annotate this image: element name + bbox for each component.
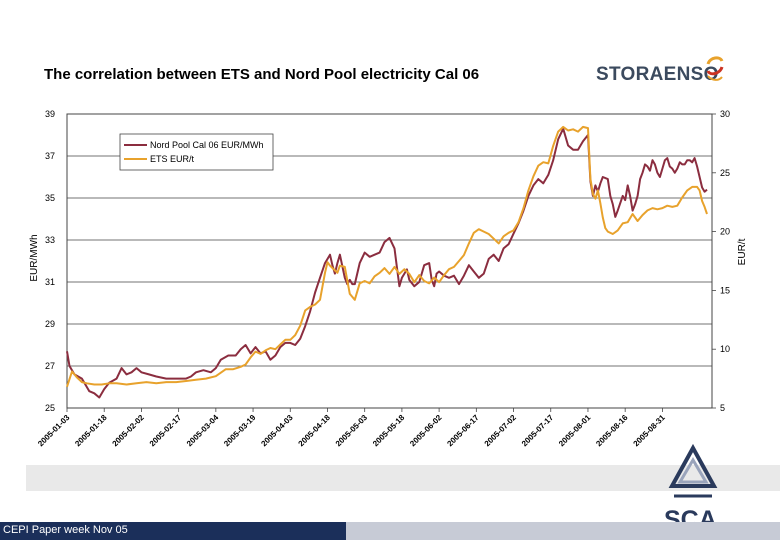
right-tick-label-20: 20 bbox=[720, 227, 730, 237]
x-tick-label-2005-03-04: 2005-03-04 bbox=[185, 413, 221, 449]
right-tick-label-30: 30 bbox=[720, 109, 730, 119]
gray-band bbox=[26, 465, 780, 491]
x-tick-label-2005-02-02: 2005-02-02 bbox=[111, 413, 147, 449]
right-tick-label-15: 15 bbox=[720, 285, 730, 295]
series-line-ets bbox=[66, 125, 708, 388]
left-tick-label-27: 27 bbox=[45, 361, 55, 371]
x-tick-label-2005-06-02: 2005-06-02 bbox=[408, 413, 444, 449]
right-tick-label-25: 25 bbox=[720, 168, 730, 178]
right-axis-label: EUR/t bbox=[737, 238, 748, 265]
x-tick-label-2005-04-18: 2005-04-18 bbox=[297, 413, 333, 449]
left-tick-label-31: 31 bbox=[45, 277, 55, 287]
legend: Nord Pool Cal 06 EUR/MWh ETS EUR/t bbox=[119, 133, 274, 171]
left-axis-ticks: 25 27 29 31 33 35 37 39 bbox=[45, 109, 55, 413]
x-tick-label-2005-06-17: 2005-06-17 bbox=[445, 413, 481, 449]
x-tick-label-2005-02-17: 2005-02-17 bbox=[148, 413, 184, 449]
footer-bar: CEPI Paper week Nov 05 bbox=[0, 522, 346, 540]
x-tick-label-2005-08-01: 2005-08-01 bbox=[557, 413, 593, 449]
x-tick-label-2005-03-19: 2005-03-19 bbox=[222, 413, 258, 449]
left-tick-label-33: 33 bbox=[45, 235, 55, 245]
left-tick-label-39: 39 bbox=[45, 109, 55, 119]
left-tick-label-29: 29 bbox=[45, 319, 55, 329]
x-tick-label-2005-05-03: 2005-05-03 bbox=[334, 413, 370, 449]
left-axis-label: EUR/MWh bbox=[29, 234, 40, 281]
footer-text: CEPI Paper week Nov 05 bbox=[3, 524, 128, 536]
left-tick-label-35: 35 bbox=[45, 193, 55, 203]
x-tick-label-2005-07-02: 2005-07-02 bbox=[483, 413, 519, 449]
right-axis-ticks: 5 10 15 20 25 30 bbox=[712, 109, 730, 413]
x-tick-label-2005-01-18: 2005-01-18 bbox=[73, 413, 109, 449]
right-tick-label-5: 5 bbox=[720, 403, 725, 413]
x-tick-label-2005-08-16: 2005-08-16 bbox=[594, 413, 630, 449]
left-tick-label-37: 37 bbox=[45, 151, 55, 161]
x-tick-label-2005-07-17: 2005-07-17 bbox=[520, 413, 556, 449]
x-tick-label-2005-04-03: 2005-04-03 bbox=[259, 413, 295, 449]
slide-title: The correlation between ETS and Nord Poo… bbox=[44, 66, 480, 83]
storaenso-logo: STORAENSO bbox=[596, 54, 726, 88]
storaenso-wordmark: STORAENSO bbox=[596, 64, 719, 85]
right-tick-label-10: 10 bbox=[720, 344, 730, 354]
left-tick-label-25: 25 bbox=[45, 403, 55, 413]
x-tick-label-2005-05-18: 2005-05-18 bbox=[371, 413, 407, 449]
x-axis-ticks: 2005-01-03 2005-01-18 2005-02-02 2005-02-17… bbox=[36, 408, 667, 448]
sca-emblem-icon bbox=[668, 443, 718, 498]
series-line-nordpool bbox=[66, 127, 708, 399]
footer-extension bbox=[346, 522, 780, 540]
sca-logo: SCA bbox=[660, 440, 726, 534]
legend-label-nordpool: Nord Pool Cal 06 EUR/MWh bbox=[150, 140, 264, 150]
legend-label-ets: ETS EUR/t bbox=[150, 154, 195, 164]
storaenso-swirl-icon bbox=[706, 56, 724, 81]
x-tick-label-2005-01-03: 2005-01-03 bbox=[36, 413, 72, 449]
legend-box bbox=[119, 133, 274, 171]
